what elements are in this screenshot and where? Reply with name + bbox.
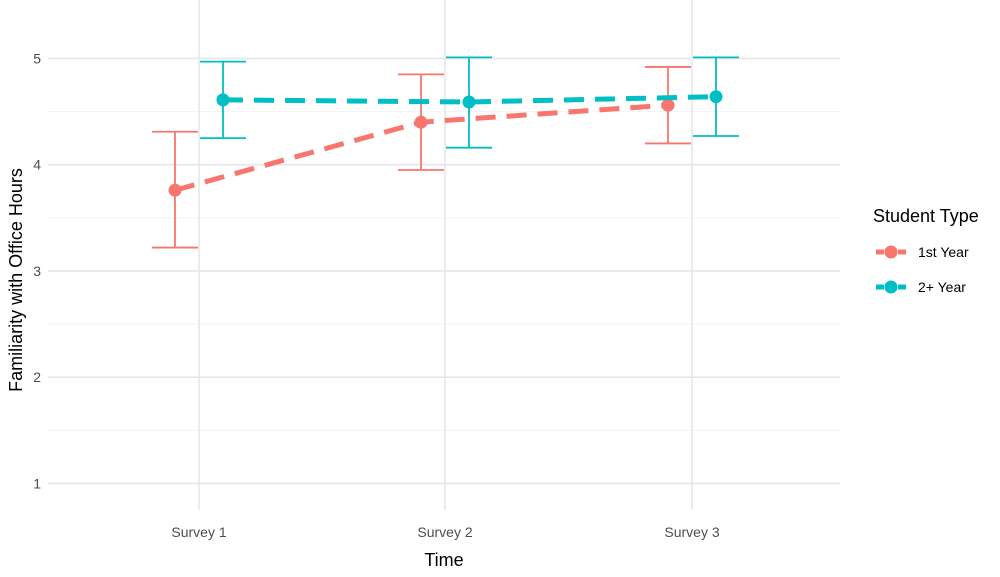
y-tick-label: 5 <box>33 50 41 66</box>
series-2 <box>200 56 739 149</box>
data-point <box>661 98 675 112</box>
x-tick-label: Survey 2 <box>417 524 472 540</box>
data-point <box>168 183 182 197</box>
y-tick-label: 4 <box>33 157 41 173</box>
y-tick-labels: 1 2 3 4 5 <box>33 50 41 491</box>
y-axis-title: Familiarity with Office Hours <box>6 168 26 392</box>
legend: Student Type 1st Year 2+ Year <box>873 206 979 295</box>
x-tick-label: Survey 1 <box>171 524 226 540</box>
y-tick-label: 2 <box>33 369 41 385</box>
legend-label: 2+ Year <box>918 279 966 295</box>
x-tick-labels: Survey 1 Survey 2 Survey 3 <box>171 524 719 540</box>
legend-label: 1st Year <box>918 244 969 260</box>
y-tick-label: 1 <box>33 475 41 491</box>
legend-title: Student Type <box>873 206 979 226</box>
data-point <box>462 95 476 109</box>
series-line <box>222 94 717 105</box>
y-tick-label: 3 <box>33 263 41 279</box>
data-point <box>414 115 428 129</box>
series-1 <box>152 66 691 249</box>
grid <box>48 0 840 510</box>
data-point <box>216 93 230 107</box>
legend-key-point <box>884 280 898 294</box>
legend-item: 2+ Year <box>876 279 966 295</box>
data-point <box>709 90 723 104</box>
legend-key-point <box>884 245 898 259</box>
plot-marks <box>152 56 739 249</box>
x-tick-label: Survey 3 <box>664 524 719 540</box>
x-axis-title: Time <box>424 550 463 570</box>
legend-item: 1st Year <box>876 244 969 260</box>
